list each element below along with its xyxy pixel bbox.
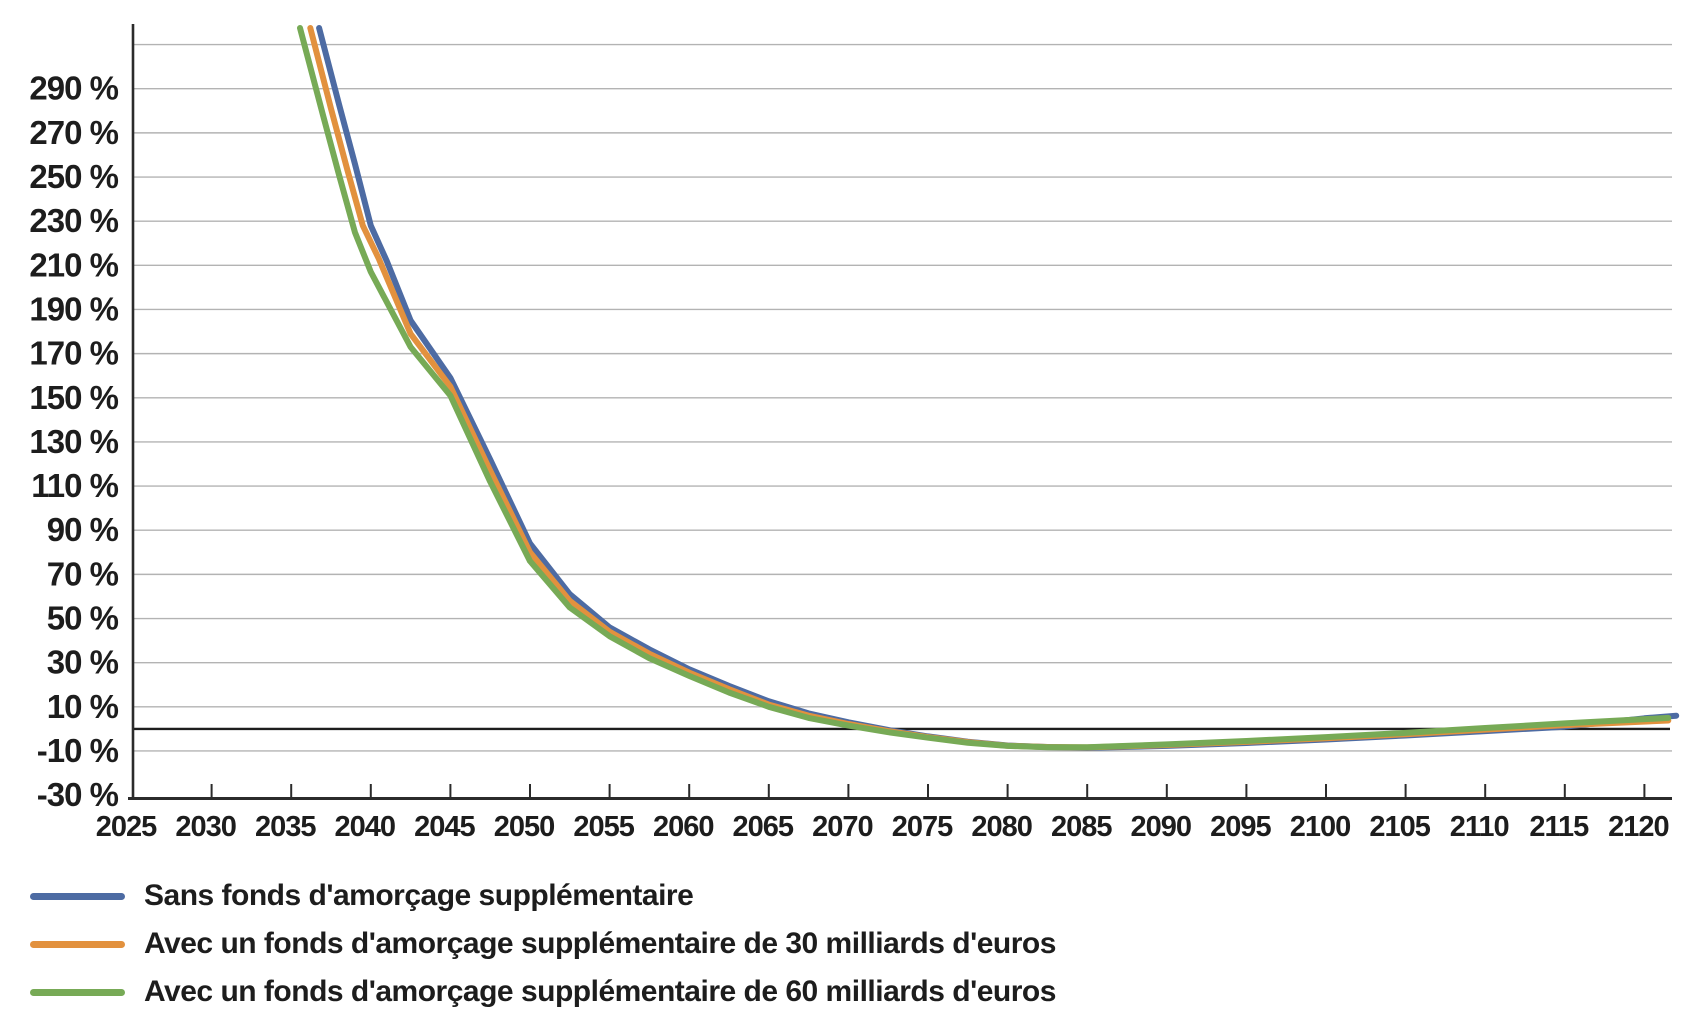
legend-swatch-blue-line (30, 892, 125, 900)
x-tick-label: 2085 (1051, 811, 1112, 843)
y-tick-label: 150 % (29, 379, 118, 416)
legend-item-fund-60bn: Avec un fonds d'amorçage supplémentaire … (30, 968, 1056, 1016)
legend-item-fund-30bn: Avec un fonds d'amorçage supplémentaire … (30, 920, 1056, 968)
x-tick-label: 2040 (335, 811, 396, 843)
y-tick-label: -30 % (37, 776, 119, 813)
y-tick-label: 10 % (47, 688, 119, 725)
legend-swatch-orange-line (30, 940, 125, 948)
y-tick-label: 230 % (29, 202, 118, 239)
axes (128, 24, 1672, 800)
legend: Sans fonds d'amorçage supplémentaire Ave… (30, 872, 1056, 1016)
y-tick-label: 90 % (47, 511, 119, 548)
x-tick-label: 2105 (1369, 811, 1430, 843)
x-tick-label: 2115 (1529, 811, 1589, 843)
y-tick-label: 110 % (31, 467, 118, 504)
x-tick-label: 2060 (653, 811, 714, 843)
y-tick-label: -10 % (37, 732, 119, 769)
x-tick-label: 2120 (1608, 811, 1669, 843)
legend-label: Sans fonds d'amorçage supplémentaire (144, 879, 694, 912)
x-tick-label: 2065 (733, 811, 794, 843)
x-tick-label: 2070 (812, 811, 873, 843)
x-tick-label: 2075 (892, 811, 953, 843)
x-tick-label: 2090 (1131, 811, 1192, 843)
y-tick-label: 170 % (29, 335, 118, 372)
y-tick-label: 210 % (29, 246, 118, 283)
x-tick-label: 2030 (175, 811, 236, 843)
x-tick-label: 2110 (1450, 811, 1509, 843)
legend-item-no-fund: Sans fonds d'amorçage supplémentaire (30, 872, 1056, 920)
x-axis-labels: 2025 2030 2035 2040 2045 2050 2055 2060 2065 2070… (96, 811, 1670, 843)
series-line-1 (307, 25, 1672, 751)
x-tick-label: 2025 (96, 811, 157, 843)
x-tick-label: 2050 (494, 811, 555, 843)
legend-label: Avec un fonds d'amorçage supplémentaire … (144, 975, 1056, 1008)
legend-swatch-green-line (30, 988, 125, 996)
y-tick-label: 30 % (47, 644, 119, 681)
x-tick-label: 2080 (971, 811, 1032, 843)
y-tick-label: 250 % (29, 158, 118, 195)
series-lines (297, 25, 1680, 751)
x-tick-label: 2100 (1290, 811, 1351, 843)
legend-label: Avec un fonds d'amorçage supplémentaire … (144, 927, 1056, 960)
y-tick-label: 130 % (29, 423, 118, 460)
y-tick-label: 70 % (47, 555, 119, 592)
y-tick-label: 50 % (47, 600, 119, 637)
y-tick-label: 190 % (29, 290, 118, 327)
x-tick-label: 2035 (255, 811, 316, 843)
y-tick-label: 270 % (29, 114, 118, 151)
y-axis-labels: 290 % 270 % 250 % 230 % 210 % 190 % 170 % 150 %… (29, 70, 119, 813)
x-tick-label: 2095 (1210, 811, 1271, 843)
x-tick-label: 2055 (573, 811, 634, 843)
y-tick-label: 290 % (29, 70, 118, 107)
x-tick-label: 2045 (414, 811, 475, 843)
series-line-2 (297, 25, 1672, 751)
gridlines (132, 43, 1672, 752)
series-line-0 (316, 25, 1680, 751)
